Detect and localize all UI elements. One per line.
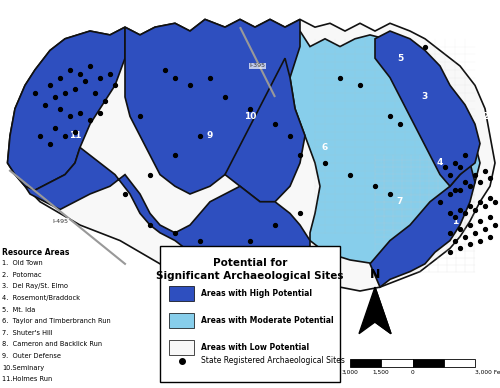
Text: 9: 9 bbox=[207, 131, 213, 140]
Text: 9.  Outer Defense: 9. Outer Defense bbox=[2, 353, 62, 359]
Text: 4: 4 bbox=[437, 158, 443, 168]
Text: 6.  Taylor and Timberbranch Run: 6. Taylor and Timberbranch Run bbox=[2, 318, 111, 324]
Bar bbox=[444, 359, 475, 367]
Text: Areas with Moderate Potential: Areas with Moderate Potential bbox=[201, 316, 334, 325]
Text: 8: 8 bbox=[187, 248, 193, 257]
Polygon shape bbox=[290, 31, 480, 264]
Text: 11: 11 bbox=[69, 131, 81, 140]
Text: N: N bbox=[370, 268, 380, 281]
Bar bbox=[169, 286, 194, 301]
Text: 3,000 Feet: 3,000 Feet bbox=[475, 370, 500, 375]
Polygon shape bbox=[8, 27, 125, 190]
Text: State Registered Archaeological Sites: State Registered Archaeological Sites bbox=[201, 356, 345, 365]
Text: 8.  Cameron and Backlick Run: 8. Cameron and Backlick Run bbox=[2, 341, 102, 347]
Text: 1.  Old Town: 1. Old Town bbox=[2, 260, 43, 266]
Text: 5: 5 bbox=[397, 54, 403, 63]
Text: 3,000: 3,000 bbox=[342, 370, 358, 375]
Text: 10: 10 bbox=[244, 112, 256, 121]
Text: 2.  Potomac: 2. Potomac bbox=[2, 272, 42, 277]
Text: I-395: I-395 bbox=[250, 64, 266, 68]
Bar bbox=[350, 359, 382, 367]
Text: 7.  Shuter's Hill: 7. Shuter's Hill bbox=[2, 330, 53, 336]
Polygon shape bbox=[375, 31, 480, 186]
Text: 3.  Del Ray/St. Elmo: 3. Del Ray/St. Elmo bbox=[2, 283, 68, 289]
Bar bbox=[169, 313, 194, 328]
Text: 0: 0 bbox=[410, 370, 414, 375]
Text: Resource Areas: Resource Areas bbox=[2, 248, 70, 257]
Text: Potential for
Significant Archaeological Sites: Potential for Significant Archaeological… bbox=[156, 258, 344, 281]
Text: 11.Holmes Run: 11.Holmes Run bbox=[2, 376, 53, 382]
Bar bbox=[382, 359, 412, 367]
Text: 1: 1 bbox=[452, 217, 458, 226]
Text: 3: 3 bbox=[422, 92, 428, 102]
Text: 4.  Rosemont/Braddock: 4. Rosemont/Braddock bbox=[2, 295, 80, 301]
Text: 2: 2 bbox=[482, 112, 488, 121]
Polygon shape bbox=[25, 147, 310, 279]
Polygon shape bbox=[370, 163, 475, 287]
Text: 10.Seminary: 10.Seminary bbox=[2, 365, 44, 371]
Text: I-495: I-495 bbox=[52, 219, 68, 223]
Bar bbox=[412, 359, 444, 367]
Bar bbox=[169, 340, 194, 355]
Text: 1,500: 1,500 bbox=[373, 370, 390, 375]
Text: Areas with High Potential: Areas with High Potential bbox=[201, 289, 312, 298]
Text: 6: 6 bbox=[322, 143, 328, 152]
Text: 7: 7 bbox=[397, 197, 403, 206]
Polygon shape bbox=[359, 287, 391, 334]
Text: Areas with Low Potential: Areas with Low Potential bbox=[201, 343, 309, 352]
Polygon shape bbox=[8, 19, 495, 295]
Polygon shape bbox=[375, 287, 391, 334]
Polygon shape bbox=[225, 58, 305, 202]
Bar bbox=[160, 246, 340, 382]
Text: 5.  Mt. Ida: 5. Mt. Ida bbox=[2, 307, 36, 312]
Polygon shape bbox=[125, 19, 300, 194]
